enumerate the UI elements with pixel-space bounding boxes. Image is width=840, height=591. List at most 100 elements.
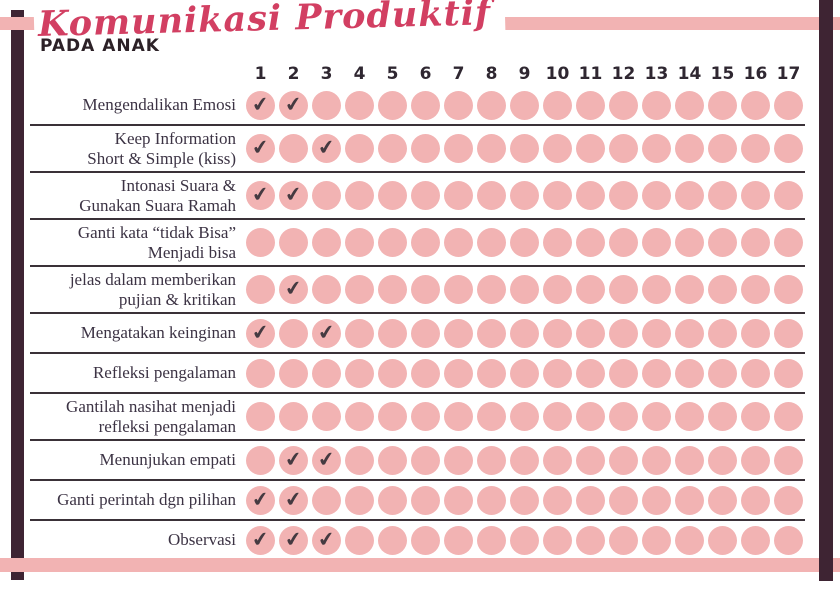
check-cell-r6c5[interactable] bbox=[376, 314, 409, 352]
check-cell-r7c12[interactable] bbox=[607, 354, 640, 392]
check-cell-r1c9[interactable] bbox=[508, 86, 541, 124]
check-cell-r9c16[interactable] bbox=[739, 441, 772, 479]
check-cell-r3c1[interactable]: ✔ bbox=[244, 173, 277, 218]
check-cell-r5c11[interactable] bbox=[574, 267, 607, 312]
check-cell-r1c16[interactable] bbox=[739, 86, 772, 124]
check-cell-r4c16[interactable] bbox=[739, 220, 772, 265]
check-cell-r11c11[interactable] bbox=[574, 521, 607, 559]
check-cell-r1c5[interactable] bbox=[376, 86, 409, 124]
check-cell-r6c12[interactable] bbox=[607, 314, 640, 352]
check-cell-r1c2[interactable]: ✔ bbox=[277, 86, 310, 124]
check-cell-r3c10[interactable] bbox=[541, 173, 574, 218]
check-cell-r7c11[interactable] bbox=[574, 354, 607, 392]
check-cell-r9c17[interactable] bbox=[772, 441, 805, 479]
check-cell-r3c5[interactable] bbox=[376, 173, 409, 218]
check-cell-r5c3[interactable] bbox=[310, 267, 343, 312]
check-cell-r8c4[interactable] bbox=[343, 394, 376, 439]
check-cell-r1c3[interactable] bbox=[310, 86, 343, 124]
check-cell-r5c6[interactable] bbox=[409, 267, 442, 312]
check-cell-r9c8[interactable] bbox=[475, 441, 508, 479]
check-cell-r2c14[interactable] bbox=[673, 126, 706, 171]
check-cell-r3c7[interactable] bbox=[442, 173, 475, 218]
check-cell-r7c3[interactable] bbox=[310, 354, 343, 392]
check-cell-r8c11[interactable] bbox=[574, 394, 607, 439]
check-cell-r1c12[interactable] bbox=[607, 86, 640, 124]
check-cell-r9c2[interactable]: ✔ bbox=[277, 441, 310, 479]
check-cell-r4c3[interactable] bbox=[310, 220, 343, 265]
check-cell-r4c9[interactable] bbox=[508, 220, 541, 265]
check-cell-r2c4[interactable] bbox=[343, 126, 376, 171]
check-cell-r4c2[interactable] bbox=[277, 220, 310, 265]
check-cell-r8c10[interactable] bbox=[541, 394, 574, 439]
check-cell-r9c6[interactable] bbox=[409, 441, 442, 479]
check-cell-r11c3[interactable]: ✔ bbox=[310, 521, 343, 559]
check-cell-r2c8[interactable] bbox=[475, 126, 508, 171]
check-cell-r4c17[interactable] bbox=[772, 220, 805, 265]
check-cell-r1c10[interactable] bbox=[541, 86, 574, 124]
check-cell-r11c14[interactable] bbox=[673, 521, 706, 559]
check-cell-r10c3[interactable] bbox=[310, 481, 343, 519]
check-cell-r9c5[interactable] bbox=[376, 441, 409, 479]
check-cell-r10c9[interactable] bbox=[508, 481, 541, 519]
check-cell-r5c7[interactable] bbox=[442, 267, 475, 312]
check-cell-r2c12[interactable] bbox=[607, 126, 640, 171]
check-cell-r6c6[interactable] bbox=[409, 314, 442, 352]
check-cell-r2c10[interactable] bbox=[541, 126, 574, 171]
check-cell-r3c9[interactable] bbox=[508, 173, 541, 218]
check-cell-r7c6[interactable] bbox=[409, 354, 442, 392]
check-cell-r8c12[interactable] bbox=[607, 394, 640, 439]
check-cell-r5c4[interactable] bbox=[343, 267, 376, 312]
check-cell-r4c10[interactable] bbox=[541, 220, 574, 265]
check-cell-r1c6[interactable] bbox=[409, 86, 442, 124]
check-cell-r9c4[interactable] bbox=[343, 441, 376, 479]
check-cell-r2c7[interactable] bbox=[442, 126, 475, 171]
check-cell-r11c8[interactable] bbox=[475, 521, 508, 559]
check-cell-r3c3[interactable] bbox=[310, 173, 343, 218]
check-cell-r11c15[interactable] bbox=[706, 521, 739, 559]
check-cell-r10c5[interactable] bbox=[376, 481, 409, 519]
check-cell-r6c1[interactable]: ✔ bbox=[244, 314, 277, 352]
check-cell-r3c16[interactable] bbox=[739, 173, 772, 218]
check-cell-r3c12[interactable] bbox=[607, 173, 640, 218]
check-cell-r7c13[interactable] bbox=[640, 354, 673, 392]
check-cell-r7c7[interactable] bbox=[442, 354, 475, 392]
check-cell-r9c13[interactable] bbox=[640, 441, 673, 479]
check-cell-r7c10[interactable] bbox=[541, 354, 574, 392]
check-cell-r8c8[interactable] bbox=[475, 394, 508, 439]
check-cell-r10c4[interactable] bbox=[343, 481, 376, 519]
check-cell-r8c9[interactable] bbox=[508, 394, 541, 439]
check-cell-r1c17[interactable] bbox=[772, 86, 805, 124]
check-cell-r1c4[interactable] bbox=[343, 86, 376, 124]
check-cell-r7c1[interactable] bbox=[244, 354, 277, 392]
check-cell-r9c15[interactable] bbox=[706, 441, 739, 479]
check-cell-r9c11[interactable] bbox=[574, 441, 607, 479]
check-cell-r3c17[interactable] bbox=[772, 173, 805, 218]
check-cell-r8c13[interactable] bbox=[640, 394, 673, 439]
check-cell-r10c2[interactable]: ✔ bbox=[277, 481, 310, 519]
check-cell-r6c16[interactable] bbox=[739, 314, 772, 352]
check-cell-r5c9[interactable] bbox=[508, 267, 541, 312]
check-cell-r11c13[interactable] bbox=[640, 521, 673, 559]
check-cell-r4c14[interactable] bbox=[673, 220, 706, 265]
check-cell-r10c10[interactable] bbox=[541, 481, 574, 519]
check-cell-r9c7[interactable] bbox=[442, 441, 475, 479]
check-cell-r4c13[interactable] bbox=[640, 220, 673, 265]
check-cell-r9c1[interactable] bbox=[244, 441, 277, 479]
check-cell-r3c6[interactable] bbox=[409, 173, 442, 218]
check-cell-r6c17[interactable] bbox=[772, 314, 805, 352]
check-cell-r3c14[interactable] bbox=[673, 173, 706, 218]
check-cell-r4c12[interactable] bbox=[607, 220, 640, 265]
check-cell-r1c13[interactable] bbox=[640, 86, 673, 124]
check-cell-r6c2[interactable] bbox=[277, 314, 310, 352]
check-cell-r11c6[interactable] bbox=[409, 521, 442, 559]
check-cell-r7c2[interactable] bbox=[277, 354, 310, 392]
check-cell-r10c8[interactable] bbox=[475, 481, 508, 519]
check-cell-r2c3[interactable]: ✔ bbox=[310, 126, 343, 171]
check-cell-r8c17[interactable] bbox=[772, 394, 805, 439]
check-cell-r6c14[interactable] bbox=[673, 314, 706, 352]
check-cell-r3c13[interactable] bbox=[640, 173, 673, 218]
check-cell-r5c8[interactable] bbox=[475, 267, 508, 312]
check-cell-r4c15[interactable] bbox=[706, 220, 739, 265]
check-cell-r11c5[interactable] bbox=[376, 521, 409, 559]
check-cell-r4c11[interactable] bbox=[574, 220, 607, 265]
